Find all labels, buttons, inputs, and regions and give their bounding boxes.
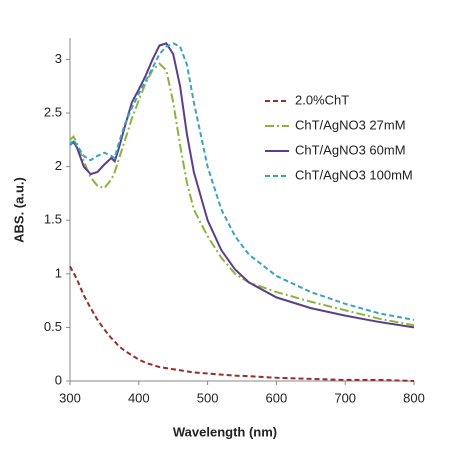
legend-label: ChT/AgNO3 100mM xyxy=(295,167,413,182)
x-tick-label: 400 xyxy=(128,390,150,405)
y-tick-label: 1 xyxy=(55,265,62,280)
y-tick-label: 1.5 xyxy=(44,212,62,227)
series-line xyxy=(69,265,415,382)
legend-label: ChT/AgNO3 60mM xyxy=(295,142,406,157)
y-tick-label: 2 xyxy=(55,158,62,173)
x-axis-label: Wavelength (nm) xyxy=(173,424,277,439)
x-tick-label: 300 xyxy=(59,390,81,405)
legend-label: 2.0%ChT xyxy=(295,92,349,107)
y-tick-label: 0.5 xyxy=(44,319,62,334)
y-tick-label: 2.5 xyxy=(44,104,62,119)
x-tick-label: 600 xyxy=(266,390,288,405)
series-line xyxy=(69,42,415,321)
x-tick-label: 800 xyxy=(403,390,425,405)
series-line xyxy=(69,42,415,329)
x-tick-label: 500 xyxy=(197,390,219,405)
y-tick-label: 3 xyxy=(55,51,62,66)
y-axis-label: ABS. (a.u.) xyxy=(11,177,26,243)
legend-label: ChT/AgNO3 27mM xyxy=(295,117,406,132)
y-tick-label: 0 xyxy=(55,372,62,387)
x-tick-label: 700 xyxy=(334,390,356,405)
series-line xyxy=(69,62,415,327)
